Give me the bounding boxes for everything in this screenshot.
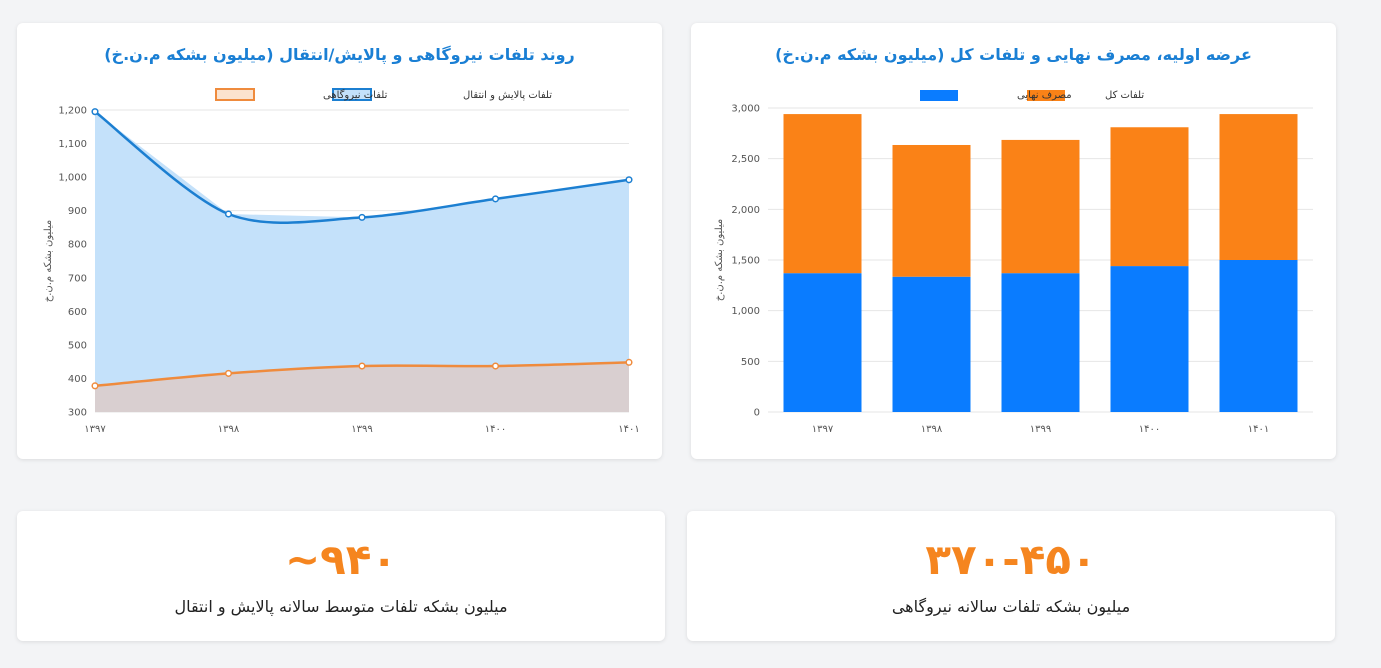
stat-card-powerplant-losses: ۳۷۰-۴۵۰ میلیون بشکه تلفات سالانه نیروگاه… — [687, 511, 1335, 641]
y-tick-label: 500 — [741, 357, 760, 368]
x-tick-label: ۱۳۹۸ — [218, 424, 240, 435]
y-tick-label: 700 — [68, 273, 87, 284]
bar-total-losses — [1219, 114, 1298, 260]
stat-card-refining-losses: ۹۴۰~ میلیون بشکه تلفات متوسط سالانه پالا… — [17, 511, 665, 641]
x-tick-label: ۱۳۹۷ — [812, 424, 834, 435]
x-tick-label: ۱۳۹۸ — [921, 424, 943, 435]
legend-swatch-final-consumption — [920, 90, 958, 101]
stat-value-powerplant-losses: ۳۷۰-۴۵۰ — [925, 535, 1097, 584]
stat-label-powerplant-losses: میلیون بشکه تلفات سالانه نیروگاهی — [891, 597, 1131, 616]
bar-final-consumption — [783, 273, 862, 412]
area-fill-refining — [95, 111, 629, 386]
x-tick-label: ۱۴۰۱ — [618, 424, 639, 435]
y-tick-label: 500 — [68, 340, 87, 351]
bar-final-consumption — [1219, 260, 1298, 412]
x-tick-label: ۱۴۰۰ — [1139, 424, 1160, 435]
y-tick-label: 1,000 — [731, 306, 760, 317]
legend-swatch-refining — [332, 88, 372, 101]
area-chart-svg: 300 400 500 600 700 800 900 1,000 1,100 1,200 ۱۳۹۷… — [43, 88, 640, 435]
data-point-powerplant — [224, 369, 233, 377]
y-tick-label: 300 — [68, 408, 87, 419]
area-chart-title: روند تلفات نیروگاهی و پالایش/انتقال (میل… — [104, 45, 575, 64]
legend-label-final-consumption: مصرف نهایی — [1017, 90, 1072, 101]
legend-label-powerplant: تلفات نیروگاهی — [323, 89, 388, 101]
area-chart-card: روند تلفات نیروگاهی و پالایش/انتقال (میل… — [17, 23, 662, 459]
stat-label-refining-losses: میلیون بشکه تلفات متوسط سالانه پالایش و … — [174, 597, 508, 616]
x-tick-label: ۱۳۹۹ — [1030, 424, 1051, 435]
y-tick-label: 2,000 — [731, 205, 760, 216]
y-tick-label: 900 — [68, 206, 87, 217]
data-point-powerplant — [491, 362, 500, 370]
bar-final-consumption — [1110, 266, 1189, 412]
legend-swatch-total-losses — [1027, 90, 1065, 101]
data-point-powerplant — [358, 362, 366, 370]
y-tick-label: 400 — [68, 374, 87, 385]
bar-chart-title: عرضه اولیه، مصرف نهایی و تلفات کل (میلیو… — [775, 45, 1252, 64]
x-tick-label: ۱۴۰۰ — [485, 424, 506, 435]
bar-chart-card: عرضه اولیه، مصرف نهایی و تلفات کل (میلیو… — [691, 23, 1336, 459]
bar-total-losses — [783, 114, 862, 274]
data-point-refining — [358, 213, 366, 221]
data-point-refining — [625, 176, 633, 184]
x-tick-label: ۱۳۹۹ — [351, 424, 372, 435]
y-tick-label: 2,500 — [731, 154, 760, 165]
y-tick-label: 1,500 — [731, 256, 760, 267]
bar-total-losses — [1001, 139, 1080, 274]
data-point-powerplant — [91, 382, 99, 390]
bar-total-losses — [1110, 127, 1189, 267]
y-axis-title: میلیون بشکه م.ن.خ — [43, 220, 54, 303]
legend-swatch-powerplant — [215, 88, 255, 101]
stat-value-refining-losses: ۹۴۰~ — [284, 535, 398, 584]
y-tick-label: 0 — [754, 408, 760, 419]
y-tick-label: 600 — [68, 307, 87, 318]
y-tick-label: 1,200 — [58, 106, 87, 117]
x-tick-label: ۱۳۹۷ — [84, 424, 106, 435]
y-tick-label: 1,000 — [58, 173, 87, 184]
y-tick-label: 3,000 — [731, 104, 760, 115]
data-point-powerplant — [625, 358, 633, 366]
bar-final-consumption — [892, 276, 971, 412]
data-point-refining — [91, 108, 99, 116]
legend-label-refining: تلفات پالایش و انتقال — [463, 90, 552, 101]
bar-final-consumption — [1001, 273, 1080, 412]
y-tick-label: 1,100 — [58, 139, 87, 150]
legend-label-total-losses: تلفات کل — [1105, 90, 1144, 101]
data-point-refining — [224, 210, 233, 218]
y-axis-title: میلیون بشکه م.ن.خ — [714, 219, 725, 302]
data-point-refining — [491, 195, 500, 203]
y-tick-label: 800 — [68, 240, 87, 251]
bar-total-losses — [892, 144, 971, 277]
x-tick-label: ۱۴۰۱ — [1248, 424, 1269, 435]
bar-chart-svg: 0 500 1,000 1,500 2,000 2,500 3,000 میلیون بشکه… — [714, 90, 1313, 435]
